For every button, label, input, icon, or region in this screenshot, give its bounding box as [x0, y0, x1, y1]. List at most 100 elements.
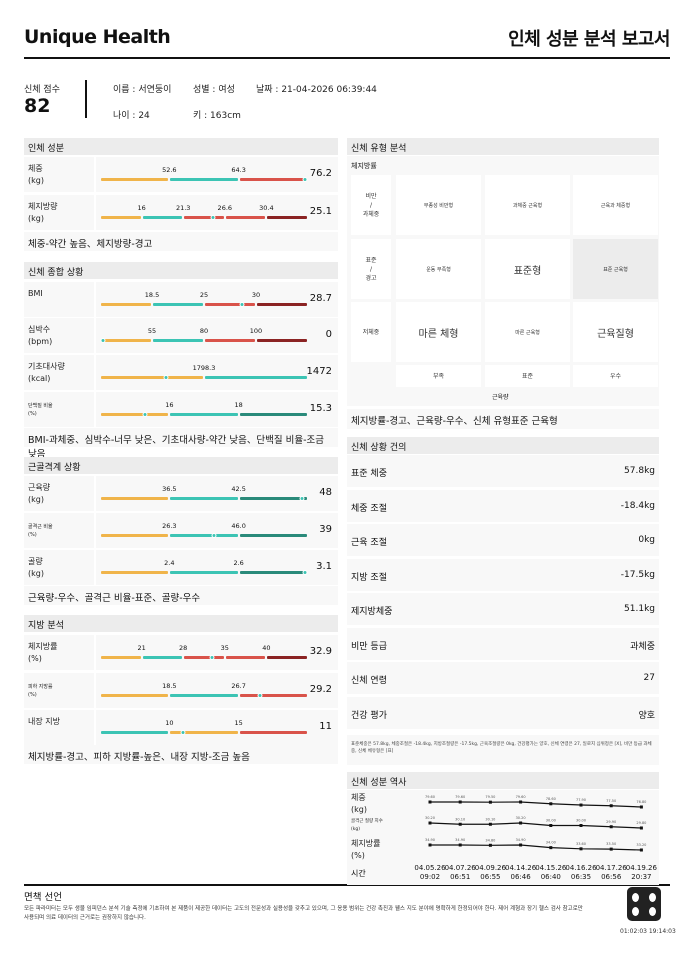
metric-row: 체지방량 (kg) 16 21.3 26.6 30.4 25.1	[24, 195, 338, 230]
advice-row: 신체 연령 27	[347, 662, 659, 694]
series-line	[429, 822, 642, 829]
advice-row: 건강 평가 양호	[347, 696, 659, 729]
advice-value: 양호	[638, 710, 655, 721]
data-point	[428, 800, 432, 804]
data-point	[609, 847, 613, 851]
time-label: 시간	[351, 869, 366, 878]
bar-segment	[101, 534, 169, 537]
divider	[94, 635, 96, 670]
score-value: 82	[24, 95, 51, 117]
bar-segment	[205, 376, 307, 379]
advice-label: 근육 조절	[351, 538, 387, 548]
metric-row: BMI 18.5 25 30 28.7	[24, 282, 338, 317]
footer-divider	[24, 884, 670, 886]
metric-label: 체지방률 (%)	[28, 642, 58, 663]
metric-row: 근육량 (kg) 36.5 42.5 48	[24, 476, 338, 511]
divider	[94, 318, 96, 353]
history-chart: 79.60 79.60 79.50 79.60 78.60 77.90 77.50 76.80…	[425, 795, 646, 852]
data-label: 34.90	[516, 838, 526, 842]
row-label: 비만 / 과체중	[351, 175, 391, 235]
data-point	[549, 802, 553, 806]
x-axis-label: 근육량	[492, 394, 509, 401]
column-label: 부족	[396, 365, 481, 387]
bar-segment	[239, 694, 307, 697]
section-header: 근골격계 상황	[24, 457, 338, 474]
advice-label: 지방 조절	[351, 572, 387, 583]
data-label: 79.60	[455, 795, 465, 799]
metric-value: 3.1	[316, 561, 332, 572]
data-label: 30.20	[516, 816, 526, 820]
threshold-label: 16	[137, 204, 146, 212]
data-label: 30.10	[455, 817, 465, 821]
section-summary: BMI-과체중、심박수-너무 낮은、기초대사량-약간 낮음、단백질 비율-조금 …	[24, 428, 338, 460]
data-label: 34.00	[546, 841, 556, 845]
metric-value: 28.7	[309, 293, 332, 304]
bar-segment	[239, 571, 307, 574]
bar-segment	[170, 497, 238, 500]
data-label: 29.80	[636, 821, 646, 825]
range-bar: 10 15	[100, 716, 308, 736]
data-point	[458, 800, 462, 804]
metric-value: 15.3	[309, 403, 332, 414]
bar-segment	[267, 656, 307, 659]
series-label: 골격근 질량 지수 (kg)	[351, 819, 383, 832]
metric-label: 골격근 비율 (%)	[28, 524, 53, 538]
threshold-label: 30.4	[259, 204, 274, 212]
threshold-label: 15	[234, 719, 243, 727]
time-tick: 04.14.26 06:46	[505, 864, 537, 881]
data-point	[428, 843, 432, 847]
report-title: 인체 성분 분석 보고서	[508, 29, 670, 50]
metric-label: 단백질 비율 (%)	[28, 403, 53, 417]
range-bar: 26.3 46.0	[100, 519, 308, 539]
value-marker	[302, 570, 308, 575]
bar-segment	[239, 178, 307, 181]
range-bar: 18.5 26.7	[100, 679, 308, 699]
value-marker	[299, 496, 305, 501]
data-label: 78.60	[546, 797, 556, 801]
advice-row: 제지방체중 51.1kg	[347, 593, 659, 625]
series-label: 체중 (kg)	[351, 793, 367, 814]
time-tick: 04.09.26 06:55	[474, 864, 506, 881]
data-label: 79.60	[516, 795, 526, 799]
body-type-cell: 마른 체형	[396, 302, 481, 362]
threshold-label: 46.0	[231, 522, 246, 530]
range-bar: 52.6 64.3	[100, 163, 308, 183]
bar-segment	[239, 731, 307, 734]
time-tick: 04.07.26 06:51	[444, 864, 476, 881]
data-point	[488, 800, 492, 804]
data-label: 34.80	[485, 838, 495, 842]
brand-title: Unique Health	[24, 26, 171, 48]
divider	[94, 513, 96, 548]
advice-label: 제지방체중	[351, 607, 393, 617]
bar-segment	[239, 534, 307, 537]
profile-date: 날짜 : 21-04-2026 06:39:44	[256, 85, 377, 95]
bar-segment	[225, 656, 266, 659]
profile-gender: 성별 : 여성	[193, 85, 235, 95]
threshold-label: 18.5	[162, 682, 177, 690]
bar-segment	[184, 656, 224, 659]
data-label: 34.90	[425, 838, 435, 842]
bar-segment	[184, 216, 224, 219]
threshold-label: 18.5	[144, 291, 160, 299]
data-label: 79.60	[425, 795, 435, 799]
data-label: 79.50	[485, 795, 495, 799]
bar-segment	[170, 694, 238, 697]
advice-row: 체중 조절 -18.4kg	[347, 489, 659, 522]
threshold-label: 28	[179, 644, 188, 652]
value-marker	[211, 533, 217, 538]
data-point	[428, 821, 432, 825]
body-type-cell: 표준형	[485, 239, 570, 299]
bar-segment	[239, 413, 307, 416]
body-type-cell: 근육질형	[573, 302, 658, 362]
disclaimer-text: 모든 파라미터는 모두 생물 임피던스 분석 기술 측정에 기초하여 본 제품이…	[24, 906, 583, 921]
threshold-label: 18	[234, 401, 243, 409]
divider	[24, 57, 670, 59]
time-tick: 04.15.26 06:40	[535, 864, 567, 881]
threshold-label: 1798.3	[192, 364, 216, 372]
data-point	[519, 821, 523, 825]
metric-value: 29.2	[309, 684, 332, 695]
bar-segment	[101, 731, 169, 734]
data-point	[639, 805, 643, 809]
threshold-label: 80	[199, 327, 209, 335]
section-summary: 체중-약간 높음、체지방량-경고	[24, 232, 338, 251]
